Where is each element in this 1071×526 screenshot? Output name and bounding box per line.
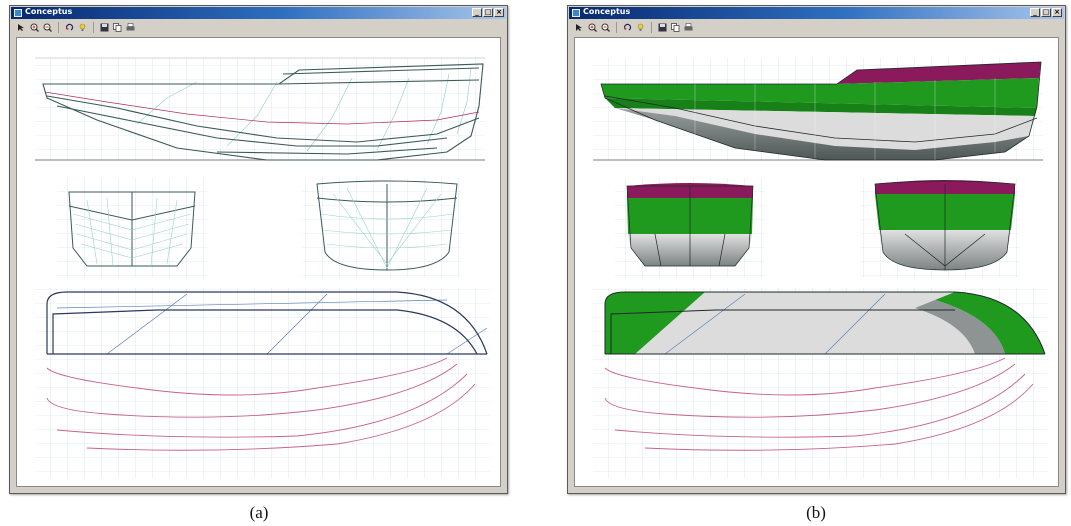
drawing-canvas[interactable] bbox=[574, 37, 1059, 487]
body-plan-forward-view bbox=[860, 178, 1020, 278]
toolbar bbox=[11, 20, 506, 35]
window-title: Conceptus bbox=[25, 7, 73, 16]
app-window-b: Conceptus _ □ × bbox=[567, 5, 1066, 494]
maximize-button[interactable]: □ bbox=[1041, 8, 1051, 17]
copy-icon[interactable] bbox=[112, 22, 123, 33]
zoom-out-icon[interactable] bbox=[600, 22, 611, 33]
body-plan-aft-view bbox=[57, 178, 207, 278]
app-window-a: Conceptus _ □ × bbox=[9, 5, 508, 494]
print-icon[interactable] bbox=[683, 22, 694, 33]
pointer-icon[interactable] bbox=[574, 22, 585, 33]
close-button[interactable]: × bbox=[1052, 8, 1062, 17]
title-bar[interactable]: Conceptus _ □ × bbox=[11, 7, 506, 19]
app-icon bbox=[572, 9, 580, 17]
toolbar-separator bbox=[616, 22, 617, 33]
minimize-button[interactable]: _ bbox=[472, 8, 482, 17]
pointer-icon[interactable] bbox=[16, 22, 27, 33]
shaded-hull-drawing bbox=[593, 58, 1048, 478]
toolbar-separator bbox=[93, 22, 94, 33]
light-icon[interactable] bbox=[635, 22, 646, 33]
rotate-icon[interactable] bbox=[64, 22, 75, 33]
window-title: Conceptus bbox=[583, 7, 631, 16]
toolbar-separator bbox=[58, 22, 59, 33]
maximize-button[interactable]: □ bbox=[483, 8, 493, 17]
close-button[interactable]: × bbox=[494, 8, 504, 17]
minimize-button[interactable]: _ bbox=[1030, 8, 1040, 17]
lines-plan-drawing bbox=[35, 57, 490, 478]
save-icon[interactable] bbox=[657, 22, 668, 33]
light-icon[interactable] bbox=[77, 22, 88, 33]
copy-icon[interactable] bbox=[670, 22, 681, 33]
save-icon[interactable] bbox=[99, 22, 110, 33]
profile-view bbox=[593, 58, 1043, 161]
profile-view bbox=[35, 57, 485, 161]
caption-b: (b) bbox=[806, 503, 826, 522]
app-icon bbox=[14, 9, 22, 17]
caption-a: (a) bbox=[249, 503, 269, 522]
zoom-out-icon[interactable] bbox=[42, 22, 53, 33]
body-plan-forward-view bbox=[302, 178, 462, 278]
drawing-canvas[interactable] bbox=[16, 37, 501, 487]
toolbar bbox=[569, 20, 1064, 35]
zoom-in-icon[interactable] bbox=[29, 22, 40, 33]
zoom-in-icon[interactable] bbox=[587, 22, 598, 33]
toolbar-separator bbox=[651, 22, 652, 33]
plan-view bbox=[593, 288, 1048, 478]
print-icon[interactable] bbox=[125, 22, 136, 33]
title-bar[interactable]: Conceptus _ □ × bbox=[569, 7, 1064, 19]
plan-view bbox=[35, 288, 490, 478]
body-plan-aft-view bbox=[615, 178, 765, 278]
rotate-icon[interactable] bbox=[622, 22, 633, 33]
